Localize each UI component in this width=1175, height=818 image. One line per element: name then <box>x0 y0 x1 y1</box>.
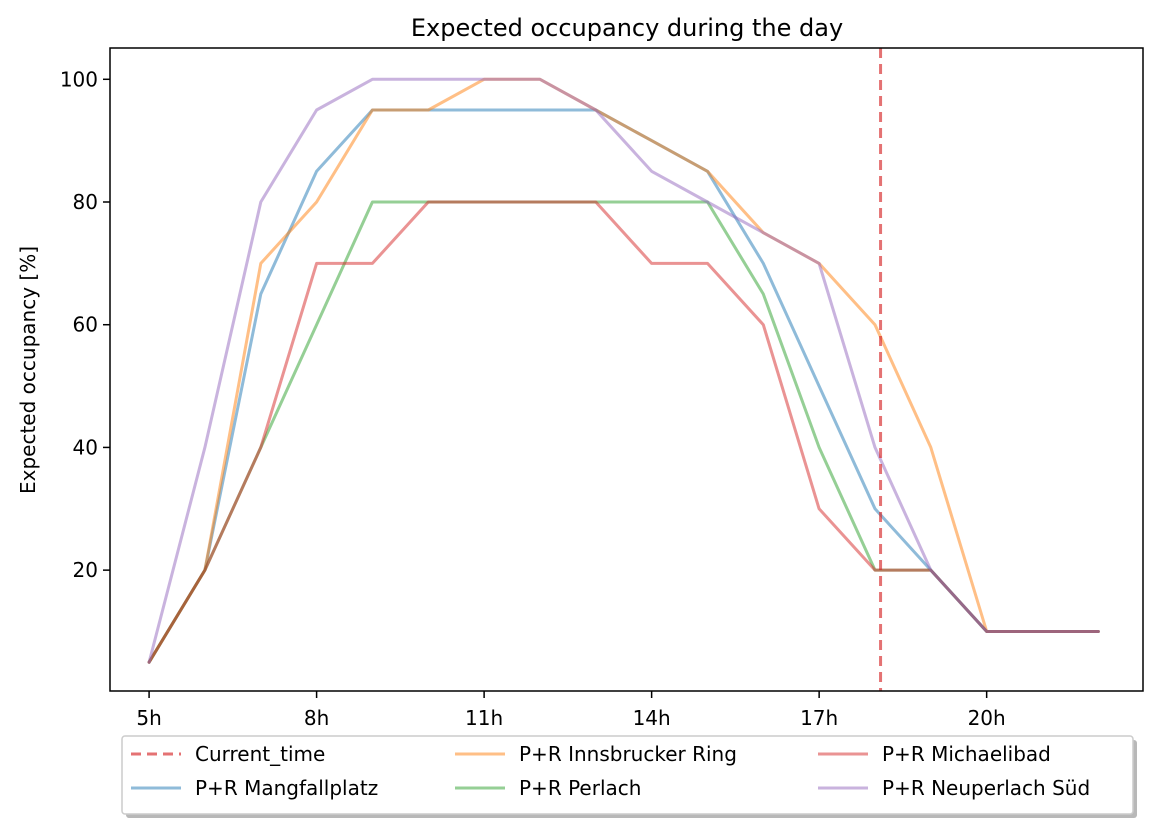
y-tick-label: 80 <box>73 190 98 214</box>
y-tick-label: 20 <box>73 558 98 582</box>
y-tick-label: 40 <box>73 435 98 459</box>
y-tick-label: 60 <box>73 313 98 337</box>
chart-title: Expected occupancy during the day <box>411 14 843 42</box>
series-line-4 <box>147 200 1100 664</box>
legend-label: P+R Perlach <box>519 776 641 800</box>
legend-label: P+R Innsbrucker Ring <box>519 742 737 766</box>
plot-area <box>109 47 1144 692</box>
y-tick-label: 100 <box>60 67 98 91</box>
legend-box <box>121 735 1134 815</box>
legend-label: P+R Mangfallplatz <box>195 776 378 800</box>
series-line-2 <box>147 77 1100 664</box>
series-line-1 <box>147 108 1100 664</box>
x-tick-label: 14h <box>633 706 671 730</box>
x-axis: 5h 8h 11h 14h 17h 20h <box>136 691 1006 730</box>
legend-label: Current_time <box>195 742 325 766</box>
plot-frame <box>109 47 1144 692</box>
x-tick-label: 17h <box>800 706 838 730</box>
x-tick-label: 8h <box>304 706 329 730</box>
y-axis-title: Expected occupancy [%] <box>16 246 40 494</box>
series-line-5 <box>147 77 1100 664</box>
y-axis: 20 40 60 80 100 <box>60 67 110 582</box>
x-tick-label: 11h <box>465 706 503 730</box>
legend-label: P+R Michaelibad <box>882 742 1051 766</box>
legend: Current_time P+R Innsbrucker Ring P+R Mich… <box>121 735 1137 818</box>
x-tick-label: 20h <box>968 706 1006 730</box>
legend-label: P+R Neuperlach Süd <box>882 776 1090 800</box>
series-line-3 <box>147 200 1100 664</box>
x-tick-label: 5h <box>136 706 161 730</box>
